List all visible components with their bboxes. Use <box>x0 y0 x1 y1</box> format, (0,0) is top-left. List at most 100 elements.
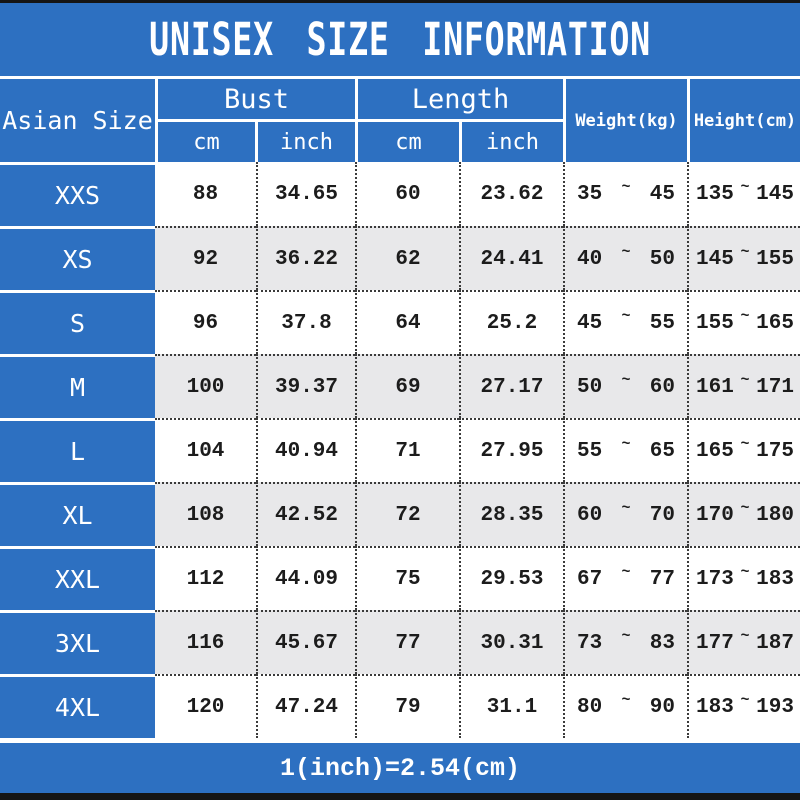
height-max: 165 <box>756 311 794 335</box>
weight-min: 50 <box>577 375 603 399</box>
bust-inch-cell: 37.8 <box>256 290 355 354</box>
tilde-separator: ~ <box>621 499 631 517</box>
height-max: 187 <box>756 631 794 655</box>
height-min: 135 <box>696 182 734 206</box>
size-label: L <box>0 418 155 482</box>
weight-max: 83 <box>649 631 675 655</box>
bust-cm-cell: 100 <box>155 354 256 418</box>
table-row: M 100 39.37 69 27.17 50 ~60 161 ~171 <box>0 354 800 418</box>
footer-gap <box>0 738 800 743</box>
height-min: 173 <box>696 567 734 591</box>
header-bust-label: Bust <box>158 79 355 119</box>
weight-min: 60 <box>577 503 603 527</box>
tilde-separator: ~ <box>621 243 631 261</box>
length-cm-cell: 71 <box>355 418 459 482</box>
bust-inch-cell: 44.09 <box>256 546 355 610</box>
weight-max: 55 <box>649 311 675 335</box>
tilde-separator: ~ <box>740 563 750 581</box>
weight-range-cell: 50 ~60 <box>563 354 687 418</box>
tilde-separator: ~ <box>740 307 750 325</box>
tilde-separator: ~ <box>740 499 750 517</box>
size-label: XXL <box>0 546 155 610</box>
height-min: 177 <box>696 631 734 655</box>
height-range-cell: 183 ~193 <box>687 674 800 738</box>
weight-min: 55 <box>577 439 603 463</box>
bust-inch-cell: 34.65 <box>256 162 355 226</box>
bust-cm-cell: 108 <box>155 482 256 546</box>
length-cm-cell: 60 <box>355 162 459 226</box>
header-bust-subrow: cm inch <box>158 122 355 162</box>
weight-min: 35 <box>577 182 603 206</box>
weight-max: 77 <box>649 567 675 591</box>
tilde-separator: ~ <box>621 435 631 453</box>
length-inch-cell: 27.17 <box>459 354 563 418</box>
height-min: 165 <box>696 439 734 463</box>
header-group-length: Length cm inch <box>355 79 563 162</box>
weight-max: 60 <box>649 375 675 399</box>
tilde-separator: ~ <box>621 371 631 389</box>
length-inch-cell: 24.41 <box>459 226 563 290</box>
height-max: 193 <box>756 695 794 719</box>
header-length-cm: cm <box>358 122 459 162</box>
conversion-note: 1(inch)=2.54(cm) <box>279 753 521 783</box>
length-inch-cell: 31.1 <box>459 674 563 738</box>
header-group-bust: Bust cm inch <box>155 79 355 162</box>
size-label: 4XL <box>0 674 155 738</box>
height-range-cell: 173 ~183 <box>687 546 800 610</box>
weight-min: 73 <box>577 631 603 655</box>
tilde-separator: ~ <box>621 691 631 709</box>
length-inch-cell: 29.53 <box>459 546 563 610</box>
bust-inch-cell: 42.52 <box>256 482 355 546</box>
size-label: XS <box>0 226 155 290</box>
weight-max: 90 <box>649 695 675 719</box>
header-length-label: Length <box>358 79 563 119</box>
weight-max: 45 <box>649 182 675 206</box>
height-max: 155 <box>756 247 794 271</box>
bust-cm-cell: 120 <box>155 674 256 738</box>
tilde-separator: ~ <box>621 627 631 645</box>
footer-band: 1(inch)=2.54(cm) <box>0 743 800 793</box>
height-max: 180 <box>756 503 794 527</box>
length-cm-cell: 62 <box>355 226 459 290</box>
header-bust-inch: inch <box>255 122 355 162</box>
weight-min: 67 <box>577 567 603 591</box>
weight-min: 40 <box>577 247 603 271</box>
height-min: 170 <box>696 503 734 527</box>
table-row: XS 92 36.22 62 24.41 40 ~50 145 ~155 <box>0 226 800 290</box>
title-separator <box>0 76 800 79</box>
tilde-separator: ~ <box>621 178 631 196</box>
table-header-row: Asian Size Bust cm inch Length cm inch W… <box>0 79 800 162</box>
size-label: 3XL <box>0 610 155 674</box>
length-cm-cell: 79 <box>355 674 459 738</box>
weight-max: 70 <box>649 503 675 527</box>
tilde-separator: ~ <box>740 243 750 261</box>
height-range-cell: 135 ~145 <box>687 162 800 226</box>
weight-range-cell: 80 ~90 <box>563 674 687 738</box>
length-cm-cell: 75 <box>355 546 459 610</box>
table-row: S 96 37.8 64 25.2 45 ~55 155 ~165 <box>0 290 800 354</box>
height-min: 183 <box>696 695 734 719</box>
top-border-line <box>0 0 800 3</box>
weight-range-cell: 60 ~70 <box>563 482 687 546</box>
height-range-cell: 155 ~165 <box>687 290 800 354</box>
bust-inch-cell: 45.67 <box>256 610 355 674</box>
tilde-separator: ~ <box>740 627 750 645</box>
length-inch-cell: 23.62 <box>459 162 563 226</box>
height-range-cell: 170 ~180 <box>687 482 800 546</box>
bust-inch-cell: 36.22 <box>256 226 355 290</box>
tilde-separator: ~ <box>621 307 631 325</box>
weight-range-cell: 55 ~65 <box>563 418 687 482</box>
length-cm-cell: 69 <box>355 354 459 418</box>
height-max: 183 <box>756 567 794 591</box>
length-inch-cell: 27.95 <box>459 418 563 482</box>
length-inch-cell: 25.2 <box>459 290 563 354</box>
bottom-border-line <box>0 793 800 800</box>
height-max: 145 <box>756 182 794 206</box>
weight-range-cell: 45 ~55 <box>563 290 687 354</box>
length-cm-cell: 64 <box>355 290 459 354</box>
tilde-separator: ~ <box>740 371 750 389</box>
page-title: UNISEX SIZE INFORMATION <box>149 13 651 66</box>
header-length-inch: inch <box>459 122 563 162</box>
height-range-cell: 177 ~187 <box>687 610 800 674</box>
size-label: XL <box>0 482 155 546</box>
